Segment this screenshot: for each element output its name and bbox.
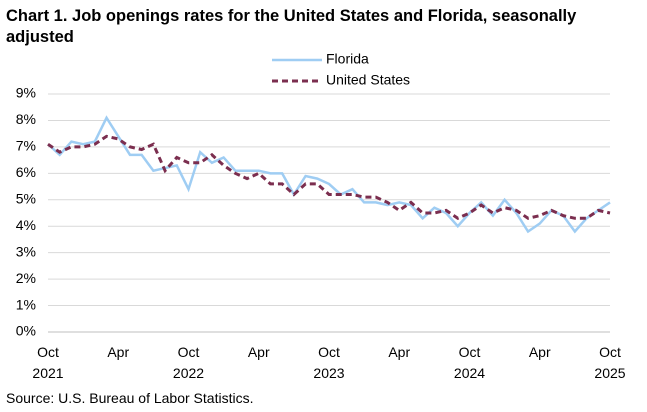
series-line [47, 115, 611, 234]
x-tick-label: Oct 2022 [172, 344, 205, 381]
legend-label: Florida [326, 51, 369, 67]
series-line [47, 134, 611, 221]
y-tick-label: 2% [16, 270, 36, 286]
legend-label: United States [326, 72, 410, 88]
x-tick-label: Apr [528, 344, 551, 360]
x-tick-label: Oct 2023 [313, 344, 345, 381]
source-note: Source: U.S. Bureau of Labor Statistics. [6, 390, 254, 406]
chart-title: Chart 1. Job openings rates for the Unit… [6, 7, 577, 46]
y-tick-label: 6% [16, 164, 36, 180]
y-tick-label: 5% [16, 190, 36, 206]
x-tick-label: Apr [388, 344, 411, 360]
x-tick-label: Apr [247, 344, 270, 360]
x-tick-label: Oct 2025 [594, 344, 626, 381]
y-tick-label: 3% [16, 243, 36, 259]
y-tick-label: 1% [16, 296, 36, 312]
y-tick-label: 8% [16, 111, 36, 127]
x-tick-label: Apr [107, 344, 130, 360]
x-tick-label: Oct 2021 [32, 344, 64, 381]
y-tick-label: 9% [16, 85, 36, 101]
x-tick-label: Oct 2024 [453, 344, 486, 381]
y-tick-label: 0% [16, 323, 36, 339]
y-tick-label: 4% [16, 217, 36, 233]
y-tick-label: 7% [16, 138, 36, 154]
